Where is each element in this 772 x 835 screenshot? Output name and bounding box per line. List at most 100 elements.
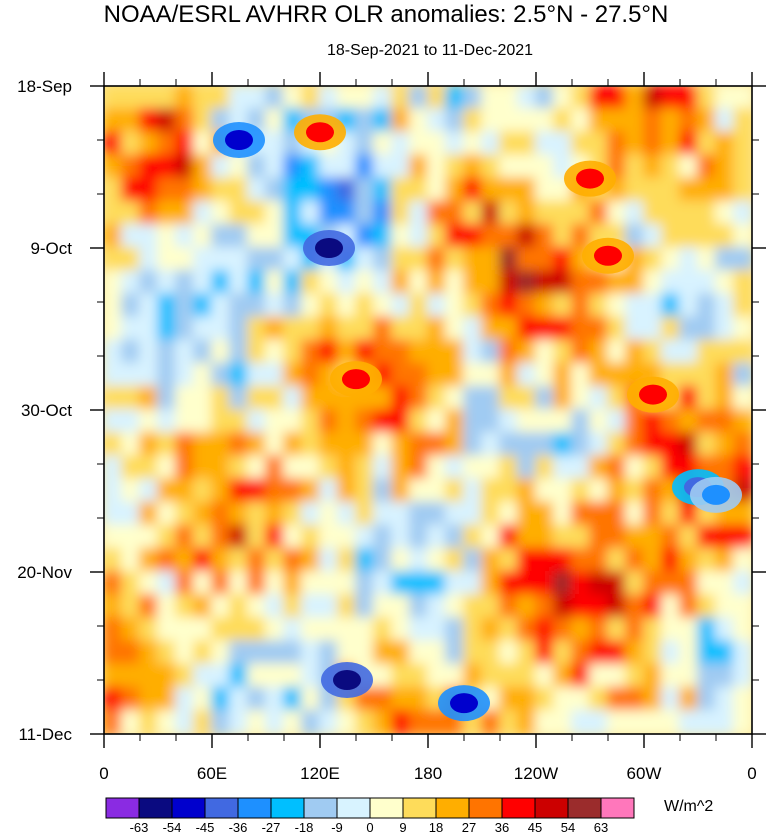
field-cell bbox=[391, 640, 411, 666]
field-cell bbox=[553, 409, 573, 435]
field-cell bbox=[463, 617, 483, 643]
field-cell bbox=[283, 223, 303, 249]
field-cell bbox=[247, 247, 267, 273]
field-cell bbox=[265, 131, 285, 157]
field-cell bbox=[265, 571, 285, 597]
field-cell bbox=[265, 478, 285, 504]
y-axis: 18-Sep 9-Oct 30-Oct 20-Nov 11-Dec bbox=[17, 77, 766, 744]
field-cell bbox=[104, 524, 123, 550]
field-cell bbox=[175, 617, 195, 643]
field-cell bbox=[391, 663, 411, 689]
field-cell bbox=[481, 131, 501, 157]
field-cell bbox=[517, 362, 537, 388]
field-cell bbox=[661, 571, 681, 597]
field-cell bbox=[193, 108, 213, 134]
field-cell bbox=[301, 663, 321, 689]
field-cell bbox=[697, 432, 717, 458]
field-cell bbox=[733, 177, 752, 203]
field-cell bbox=[193, 640, 213, 666]
field-cell bbox=[427, 409, 447, 435]
field-cell bbox=[679, 316, 699, 342]
field-cell bbox=[139, 108, 159, 134]
field-cell bbox=[535, 177, 555, 203]
field-cell bbox=[229, 293, 249, 319]
colorbar-label: -18 bbox=[295, 820, 314, 835]
field-cell bbox=[643, 409, 663, 435]
field-cell bbox=[139, 686, 159, 712]
field-cell bbox=[104, 385, 123, 411]
field-cell bbox=[104, 709, 123, 734]
field-cell bbox=[373, 432, 393, 458]
field-cell bbox=[175, 663, 195, 689]
field-cell bbox=[211, 571, 231, 597]
field-cell bbox=[391, 108, 411, 134]
field-cell bbox=[391, 478, 411, 504]
field-cell bbox=[733, 686, 752, 712]
field-cell bbox=[265, 686, 285, 712]
field-cell bbox=[139, 478, 159, 504]
field-cell bbox=[661, 270, 681, 296]
field-cell bbox=[229, 594, 249, 620]
field-cell bbox=[427, 154, 447, 180]
field-cell bbox=[121, 293, 141, 319]
colorbar-label: -45 bbox=[196, 820, 215, 835]
field-cell bbox=[661, 617, 681, 643]
field-cell bbox=[373, 709, 393, 734]
field-cell bbox=[355, 455, 375, 481]
field-cell bbox=[589, 339, 609, 365]
x-tick-label: 120W bbox=[514, 764, 558, 783]
field-cell bbox=[104, 223, 123, 249]
field-cell bbox=[697, 686, 717, 712]
field-cell bbox=[589, 131, 609, 157]
field-cell bbox=[535, 663, 555, 689]
field-cell bbox=[715, 316, 735, 342]
field-cell bbox=[391, 339, 411, 365]
field-cell bbox=[517, 640, 537, 666]
field-cell bbox=[571, 108, 591, 134]
colorbar-label: -36 bbox=[229, 820, 248, 835]
field-cell bbox=[121, 362, 141, 388]
field-cell bbox=[445, 108, 465, 134]
field-cell bbox=[679, 108, 699, 134]
field-cell bbox=[409, 247, 429, 273]
field-cell bbox=[499, 501, 519, 527]
field-cell bbox=[733, 247, 752, 273]
field-cell bbox=[535, 640, 555, 666]
field-cell bbox=[337, 594, 357, 620]
field-cell bbox=[427, 501, 447, 527]
field-cell bbox=[157, 223, 177, 249]
field-cell bbox=[373, 131, 393, 157]
field-cell bbox=[283, 385, 303, 411]
field-cell bbox=[247, 385, 267, 411]
field-cell bbox=[625, 270, 645, 296]
field-cell bbox=[337, 86, 357, 111]
field-cell bbox=[427, 200, 447, 226]
field-cell bbox=[391, 316, 411, 342]
field-cell bbox=[679, 154, 699, 180]
colorbar-label: 63 bbox=[594, 820, 608, 835]
field-cell bbox=[193, 686, 213, 712]
field-cell bbox=[445, 571, 465, 597]
field-cell bbox=[427, 131, 447, 157]
field-cell bbox=[301, 501, 321, 527]
field-cell bbox=[265, 501, 285, 527]
field-cell bbox=[535, 524, 555, 550]
field-cell bbox=[589, 108, 609, 134]
field-cell bbox=[247, 640, 267, 666]
field-cell bbox=[355, 571, 375, 597]
colorbar-label: 18 bbox=[429, 820, 443, 835]
field-cell bbox=[139, 247, 159, 273]
field-cell bbox=[535, 617, 555, 643]
field-cell bbox=[643, 663, 663, 689]
field-cell bbox=[499, 571, 519, 597]
field-cell bbox=[355, 200, 375, 226]
field-cell bbox=[715, 432, 735, 458]
field-cell bbox=[643, 617, 663, 643]
field-cell bbox=[607, 432, 627, 458]
field-cell bbox=[697, 385, 717, 411]
field-cell bbox=[193, 663, 213, 689]
field-cell bbox=[193, 86, 213, 111]
field-cell bbox=[193, 409, 213, 435]
field-cell bbox=[104, 108, 123, 134]
field-cell bbox=[104, 154, 123, 180]
